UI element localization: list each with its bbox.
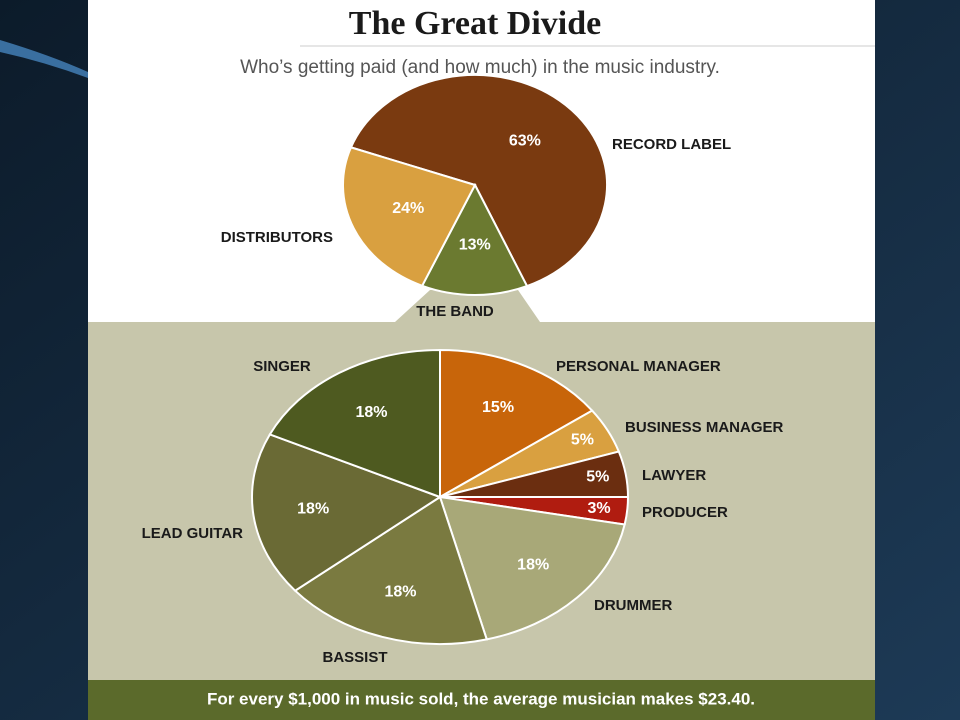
slice-value-label: 5% xyxy=(586,469,609,486)
footer-bar xyxy=(88,680,875,720)
slice-value-label: 13% xyxy=(459,237,491,254)
slice-value-label: 18% xyxy=(384,583,416,600)
band-callout xyxy=(395,290,540,322)
slice-category-label: PRODUCER xyxy=(642,504,728,521)
chart-title: The Great Divide xyxy=(349,5,601,42)
slice-category-label: BUSINESS MANAGER xyxy=(625,419,784,436)
pie-slice xyxy=(438,495,626,641)
slice-value-label: 15% xyxy=(482,399,514,416)
swoosh xyxy=(0,40,88,78)
chart-subtitle: Who’s getting paid (and how much) in the… xyxy=(240,57,720,78)
slice-category-label: DISTRIBUTORS xyxy=(221,229,333,246)
pie-slice xyxy=(293,495,489,645)
slice-value-label: 18% xyxy=(297,501,329,518)
slice-category-label: SINGER xyxy=(253,358,311,375)
slice-value-label: 18% xyxy=(517,557,549,574)
slice-category-label: RECORD LABEL xyxy=(612,136,731,153)
slice-category-label: DRUMMER xyxy=(594,597,672,614)
pie-slice xyxy=(268,348,441,499)
slice-value-label: 18% xyxy=(355,404,387,421)
slice-value-label: 5% xyxy=(571,431,594,448)
slice-value-label: 63% xyxy=(509,132,541,149)
slice-value-label: 3% xyxy=(588,500,611,517)
footer-note: For every $1,000 in music sold, the aver… xyxy=(207,689,755,708)
slice-category-label: BASSIST xyxy=(322,649,387,666)
slice-category-label: LAWYER xyxy=(642,467,706,484)
pie-slice xyxy=(342,146,477,288)
slice-category-label: LEAD GUITAR xyxy=(142,525,244,542)
slice-category-label: PERSONAL MANAGER xyxy=(556,358,721,375)
pie-slice xyxy=(251,433,443,592)
slice-category-label: THE BAND xyxy=(416,303,494,320)
pie-slice xyxy=(349,74,608,288)
slice-value-label: 24% xyxy=(392,200,424,217)
pie-slice xyxy=(420,182,529,296)
pie-slice xyxy=(439,348,594,499)
